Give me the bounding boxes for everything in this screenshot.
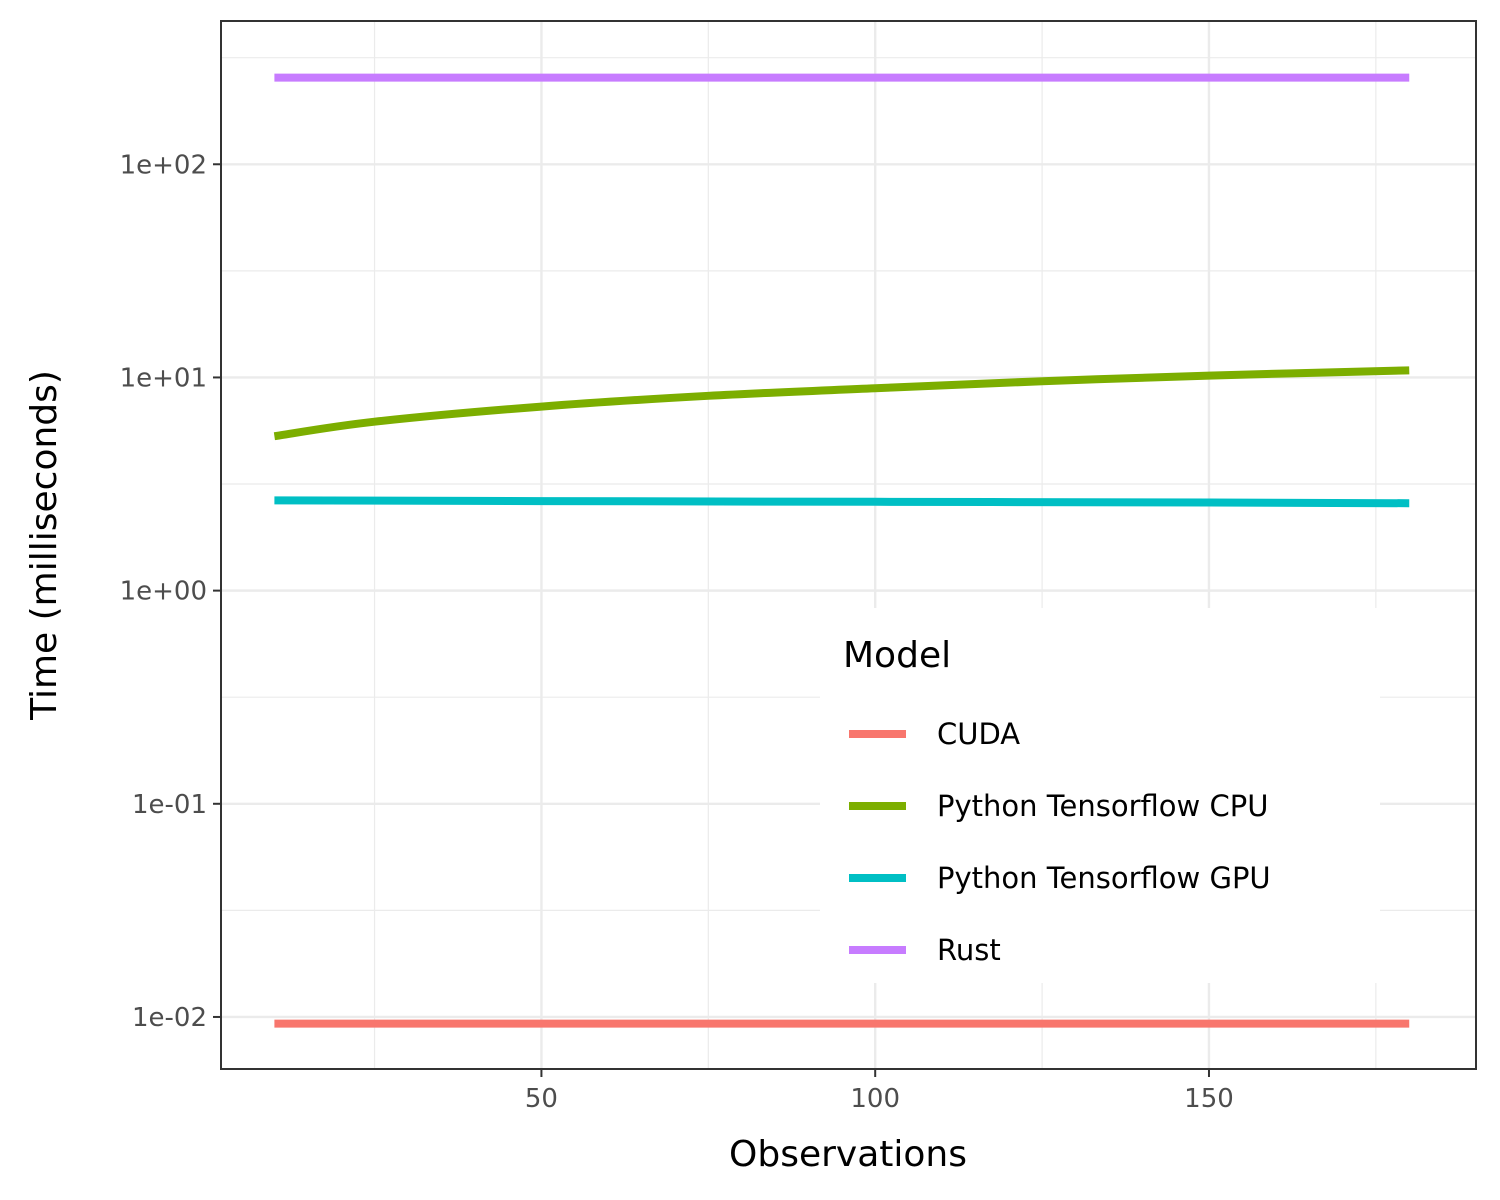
x-axis-title: Observations	[729, 1134, 967, 1175]
x-tick-label: 100	[850, 1084, 900, 1114]
legend-label-python-tensorflow-cpu: Python Tensorflow CPU	[937, 789, 1268, 823]
series-line-python-tensorflow-cpu	[273, 366, 1410, 441]
y-tick-label: 1e+00	[120, 577, 207, 607]
plot-border	[220, 20, 1477, 1070]
x-tick-label: 50	[525, 1084, 558, 1114]
y-tick-label: 1e-01	[132, 790, 207, 820]
legend-title: Model	[843, 635, 951, 676]
series-lines	[273, 73, 1410, 1028]
y-tick-label: 1e+01	[120, 363, 207, 393]
y-axis: 1e-02 1e-01 1e+00 1e+01 1e+02	[120, 150, 221, 1033]
legend-label-cuda: CUDA	[937, 717, 1020, 751]
legend-label-python-tensorflow-gpu: Python Tensorflow GPU	[937, 861, 1271, 895]
y-tick-label: 1e+02	[120, 150, 207, 180]
legend-items: CUDA Python Tensorflow CPU Python Tensorfl…	[849, 717, 1271, 967]
y-tick-label: 1e-02	[132, 1003, 207, 1033]
y-axis-title: Time (milliseconds)	[24, 370, 65, 721]
legend-label-rust: Rust	[937, 933, 1001, 967]
legend-background	[820, 608, 1380, 983]
x-axis: 50 100 150	[525, 1069, 1234, 1114]
x-tick-label: 150	[1184, 1084, 1234, 1114]
legend: Model CUDA Python Tensorflow CPU Python Te…	[820, 608, 1380, 983]
series-line-python-tensorflow-gpu	[274, 496, 1410, 508]
